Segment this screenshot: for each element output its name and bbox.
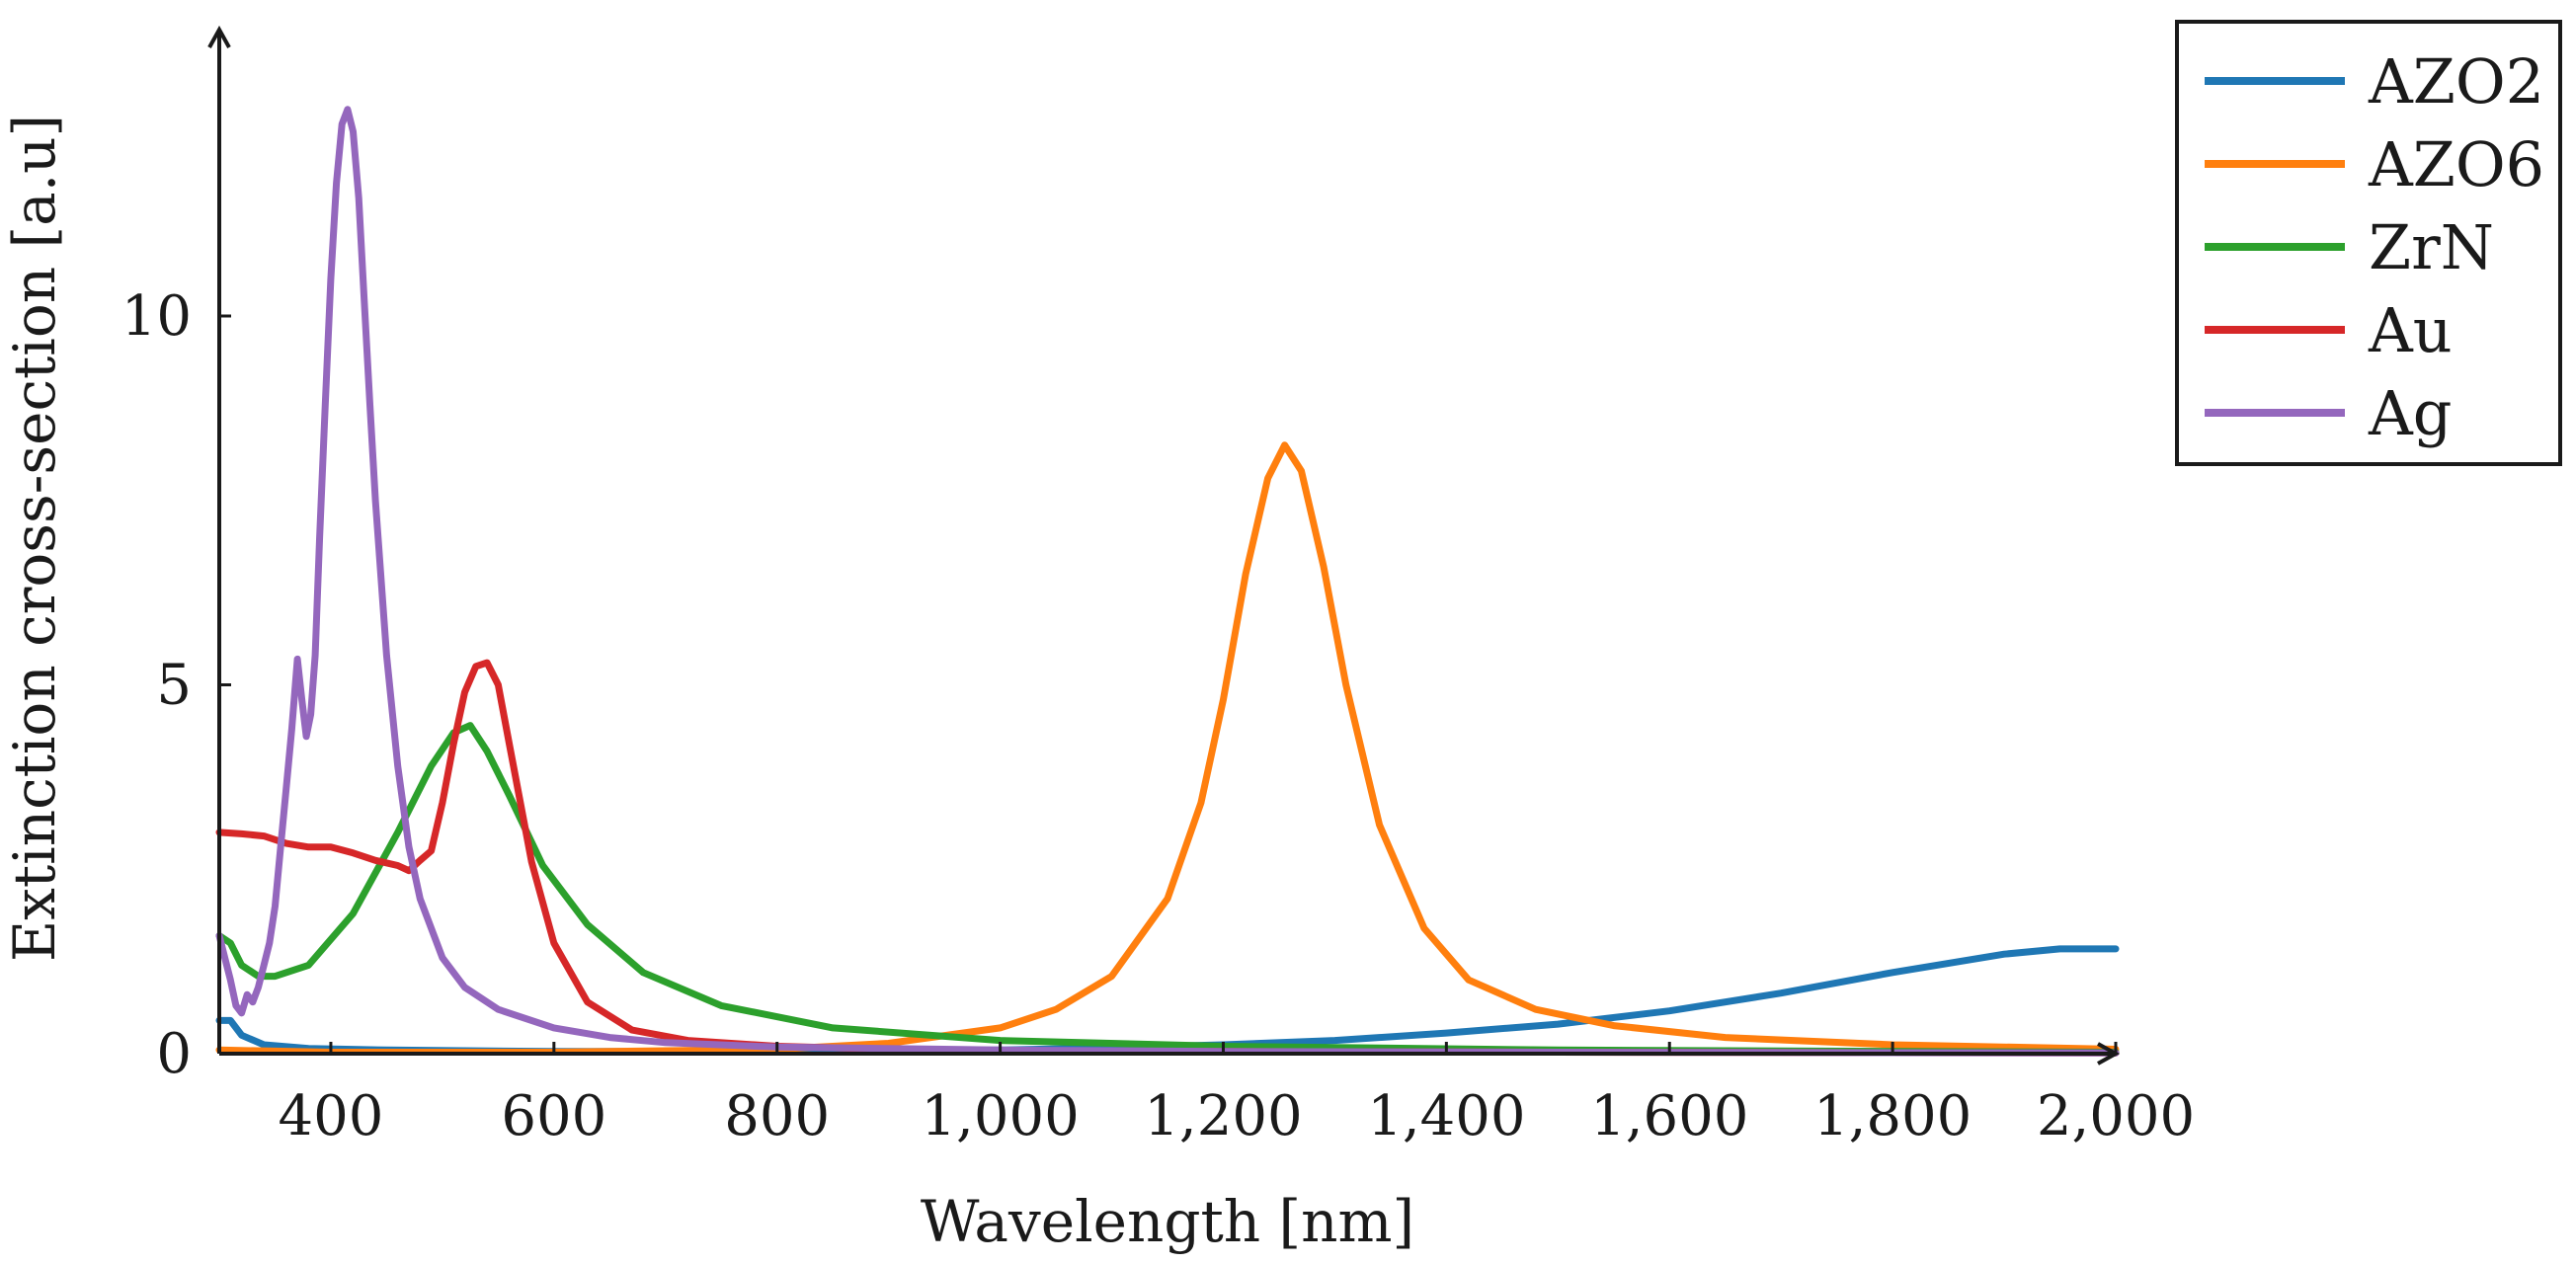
legend-label-azo2: AZO2 <box>2368 45 2544 118</box>
series-line-au <box>215 659 2120 1057</box>
y-ticks: 0 5 10 <box>121 284 231 1086</box>
x-tick-label: 1,800 <box>1813 1084 1972 1148</box>
x-tick-label: 1,000 <box>921 1084 1079 1148</box>
x-tick-label: 600 <box>501 1084 606 1148</box>
series-line-azo6 <box>215 441 2120 1056</box>
legend: AZO2 AZO6 ZrN Au Ag <box>2175 20 2562 466</box>
legend-items: AZO2 AZO6 ZrN Au Ag <box>2205 45 2544 449</box>
legend-label-ag: Ag <box>2368 377 2452 449</box>
x-tick-label: 1,400 <box>1367 1084 1525 1148</box>
series-layer <box>215 106 2120 1057</box>
series-line-zrn <box>215 722 2120 1056</box>
legend-label-azo6: AZO6 <box>2368 128 2544 200</box>
y-tick-label: 10 <box>121 284 192 349</box>
y-axis-label: Extinction cross-section [a.u] <box>1 115 68 962</box>
legend-label-au: Au <box>2368 294 2453 366</box>
series-line-azo2 <box>215 945 2120 1056</box>
x-ticks: 400 600 800 1,000 1,200 1,400 1,600 1,800 2,000 <box>278 1042 2195 1148</box>
x-tick-label: 400 <box>278 1084 383 1148</box>
y-tick-label: 5 <box>156 654 192 718</box>
x-tick-label: 800 <box>724 1084 830 1148</box>
y-tick-label: 0 <box>156 1022 192 1086</box>
series-line-ag <box>215 106 2120 1057</box>
axes-layer <box>207 25 2121 1066</box>
legend-label-zrn: ZrN <box>2369 211 2494 283</box>
y-axis-arrow <box>207 25 231 48</box>
x-tick-label: 1,600 <box>1590 1084 1748 1148</box>
x-tick-label: 2,000 <box>2037 1084 2195 1148</box>
x-axis-label: Wavelength [nm] <box>921 1188 1414 1255</box>
x-tick-label: 1,200 <box>1144 1084 1302 1148</box>
